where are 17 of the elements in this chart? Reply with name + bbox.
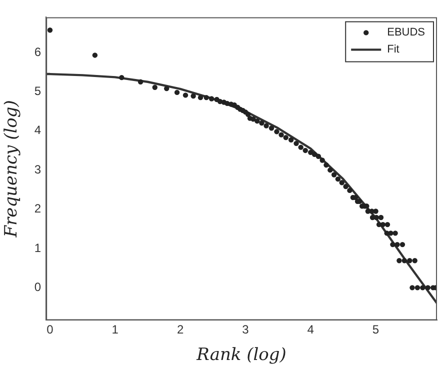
y-tick-label: 5 — [34, 84, 42, 98]
x-axis-title: Rank (log) — [196, 345, 286, 366]
legend-label: Fit — [387, 44, 400, 56]
x-tick-label: 0 — [46, 322, 54, 337]
y-tick-label: 0 — [34, 280, 42, 294]
y-tick-label: 4 — [34, 123, 42, 138]
y-tick-label: 3 — [34, 162, 42, 176]
x-tick-label: 2 — [176, 322, 184, 337]
y-axis-title: Frequency (log) — [2, 100, 22, 238]
legend-label: EBUDS — [387, 26, 426, 39]
y-tick-label: 1 — [34, 240, 42, 255]
y-tick-label: 2 — [34, 202, 42, 216]
x-tick-label: 3 — [242, 322, 250, 337]
x-tick-label: 1 — [112, 322, 119, 337]
x-tick-label: 5 — [372, 322, 380, 337]
x-tick-label: 4 — [307, 322, 314, 337]
y-tick-label: 6 — [34, 44, 42, 59]
